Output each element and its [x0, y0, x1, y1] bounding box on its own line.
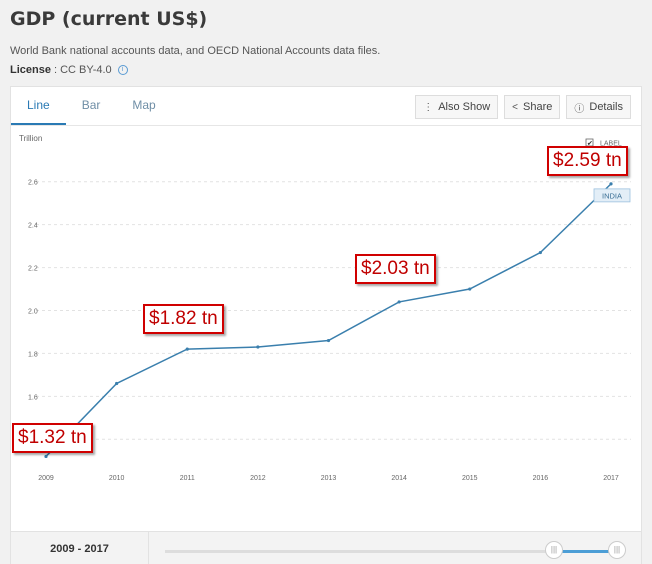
- toolbar: ⋮ Also Show < Share ⓘ Details: [415, 95, 631, 119]
- license-value: : CC BY-4.0: [53, 64, 112, 76]
- chart-tabs: Line Bar Map: [11, 87, 172, 125]
- x-tick-label: 2013: [321, 475, 337, 482]
- y-tick-label: 1.6: [28, 394, 38, 401]
- data-point: [256, 345, 260, 349]
- tab-line[interactable]: Line: [11, 87, 66, 125]
- page-title: GDP (current US$): [10, 8, 208, 30]
- series-line-india: [45, 183, 612, 457]
- details-label: Details: [589, 101, 623, 113]
- range-slider-track[interactable]: [165, 550, 617, 553]
- range-footer: 2009 - 2017 ||| |||: [11, 531, 641, 564]
- data-point: [468, 287, 472, 291]
- info-circle-icon: ⓘ: [574, 103, 585, 115]
- also-show-button[interactable]: ⋮ Also Show: [415, 95, 499, 119]
- check-icon: ✔: [587, 140, 593, 148]
- callout-2014: $2.03 tn: [355, 254, 436, 284]
- data-point: [44, 454, 48, 459]
- data-point: [538, 250, 542, 255]
- x-tick-label: 2016: [533, 475, 549, 482]
- y-tick-label: 2.4: [28, 223, 38, 230]
- range-label: 2009 - 2017: [11, 532, 149, 564]
- share-label: Share: [523, 101, 553, 113]
- more-vertical-icon: ⋮: [423, 101, 434, 113]
- y-tick-label: 1.8: [28, 351, 38, 358]
- x-tick-label: 2012: [250, 475, 266, 482]
- range-slider-fill: [555, 550, 617, 553]
- data-point: [326, 338, 331, 343]
- x-tick-label: 2009: [38, 475, 54, 482]
- tab-bar[interactable]: Bar: [81, 98, 101, 112]
- callout-2011: $1.82 tn: [143, 304, 224, 334]
- series-label-india: INDIA: [602, 191, 622, 200]
- license-line: License : CC BY-4.0 i: [10, 64, 128, 76]
- y-tick-label: 2.6: [28, 180, 38, 187]
- details-button[interactable]: ⓘ Details: [566, 95, 631, 119]
- series-label-box: [593, 188, 631, 203]
- range-start-handle[interactable]: |||: [545, 541, 563, 559]
- data-point: [397, 300, 401, 304]
- tab-divider: [11, 125, 641, 126]
- range-end-handle[interactable]: |||: [608, 541, 626, 559]
- share-icon: <: [512, 101, 519, 113]
- line-chart: Trillion 1.6 1.8 2.0 2.2 2.4 2.6 2009 2010 2011 20…: [19, 134, 631, 482]
- info-icon[interactable]: i: [117, 65, 128, 75]
- also-show-label: Also Show: [438, 101, 491, 113]
- callout-2009: $1.32 tn: [12, 423, 93, 453]
- share-button[interactable]: < Share: [504, 95, 561, 119]
- license-label: License: [10, 64, 51, 76]
- y-axis-label: Trillion: [19, 134, 42, 143]
- y-tick-label: 2.2: [28, 266, 38, 273]
- chart-panel: Line Bar Map ⋮ Also Show < Share ⓘ Detai…: [10, 86, 642, 564]
- x-tick-label: 2011: [180, 475, 195, 482]
- callout-2017: $2.59 tn: [547, 146, 628, 176]
- data-point: [185, 347, 189, 351]
- data-point: [609, 182, 613, 186]
- source-note: World Bank national accounts data, and O…: [10, 45, 381, 57]
- y-tick-label: 2.0: [28, 309, 38, 316]
- data-point: [115, 381, 119, 386]
- x-tick-label: 2015: [462, 475, 478, 482]
- x-tick-label: 2010: [109, 475, 125, 482]
- x-tick-label: 2014: [391, 475, 407, 482]
- x-tick-label: 2017: [603, 475, 619, 482]
- tab-map[interactable]: Map: [132, 98, 156, 112]
- legend-label: LABEL: [600, 141, 622, 148]
